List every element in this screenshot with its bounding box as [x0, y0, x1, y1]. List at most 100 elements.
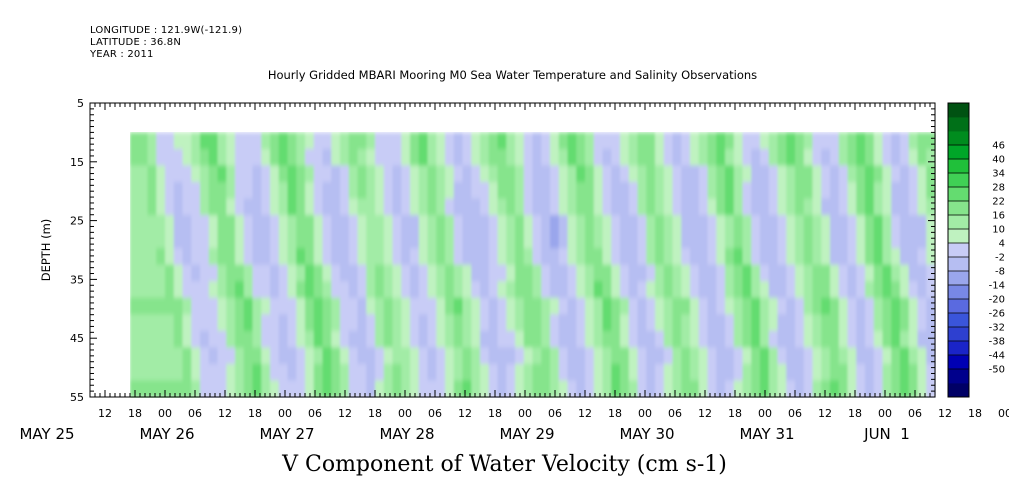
heatmap-cell — [366, 165, 376, 183]
heatmap-cell — [480, 182, 490, 200]
heatmap-cell — [453, 281, 464, 299]
heatmap-cell — [357, 148, 367, 167]
heatmap-cell — [278, 132, 289, 150]
heatmap-cell — [620, 198, 630, 216]
heatmap-cell — [891, 231, 901, 249]
heatmap-cell — [917, 281, 927, 299]
heatmap-cell — [812, 148, 822, 167]
heatmap-cell — [812, 347, 822, 365]
heatmap-cell — [235, 314, 245, 332]
heatmap-cell — [900, 281, 910, 299]
heatmap-cell — [401, 248, 411, 266]
heatmap-cell — [742, 363, 752, 382]
heatmap-cell — [410, 330, 420, 348]
heatmap-cell — [760, 215, 770, 233]
heatmap-cell — [243, 281, 254, 299]
colorbar-label: -20 — [989, 295, 1005, 306]
heatmap-cell — [217, 330, 227, 348]
heatmap-cell — [777, 248, 787, 266]
heatmap-cell — [182, 198, 192, 216]
heatmap-cell — [278, 281, 289, 299]
heatmap-cell — [252, 363, 262, 382]
heatmap-cell — [138, 148, 149, 167]
heatmap-cell — [821, 215, 831, 233]
heatmap-cell — [725, 215, 735, 233]
heatmap-cell — [278, 248, 289, 266]
heatmap-cell — [698, 330, 709, 348]
heatmap-cell — [331, 231, 341, 249]
heatmap-cell — [480, 198, 490, 216]
heatmap-cell — [445, 330, 455, 348]
heatmap-cell — [191, 380, 201, 398]
heatmap-cell — [760, 198, 770, 216]
heatmap-cell — [340, 215, 350, 233]
heatmap-cell — [795, 182, 805, 200]
heatmap-cell — [488, 314, 499, 332]
heatmap-cell — [305, 132, 315, 150]
heatmap-cell — [838, 264, 849, 282]
heatmap-cell — [900, 363, 910, 382]
heatmap-cell — [830, 248, 840, 266]
heatmap-cell — [427, 148, 437, 167]
heatmap-cell — [173, 264, 184, 282]
heatmap-cell — [296, 132, 306, 150]
heatmap-cell — [278, 297, 289, 315]
heatmap-cell — [550, 314, 560, 332]
heatmap-cell — [567, 380, 577, 398]
heatmap-cell — [383, 198, 394, 216]
heatmap-cell — [926, 182, 936, 200]
heatmap-cell — [847, 380, 857, 398]
heatmap-cell — [296, 231, 306, 249]
heatmap-cell — [733, 330, 744, 348]
heatmap-cell — [506, 165, 516, 183]
heatmap-cell — [593, 182, 604, 200]
heatmap-cell — [576, 264, 586, 282]
heatmap-cell — [917, 380, 927, 398]
heatmap-cell — [515, 380, 525, 398]
heatmap-cell — [471, 314, 481, 332]
heatmap-cell — [550, 148, 560, 167]
heatmap-cell — [165, 182, 175, 200]
heatmap-cell — [777, 198, 787, 216]
x-tick-label: 18 — [728, 407, 742, 420]
heatmap-cell — [331, 347, 341, 365]
heatmap-cell — [226, 132, 236, 150]
heatmap-cell — [576, 148, 586, 167]
heatmap-cell — [926, 215, 936, 233]
heatmap-cell — [488, 248, 499, 266]
heatmap-cell — [296, 198, 306, 216]
heatmap-cell — [418, 182, 429, 200]
heatmap-cell — [908, 314, 919, 332]
heatmap-cell — [812, 198, 822, 216]
heatmap-cell — [567, 165, 577, 183]
heatmap-cell — [418, 297, 429, 315]
x-day-label: JUN 1 — [863, 425, 910, 443]
heatmap-cell — [690, 363, 700, 382]
heatmap-cell — [305, 248, 315, 266]
heatmap-cell — [322, 297, 332, 315]
heatmap-cell — [628, 182, 639, 200]
heatmap-cell — [375, 182, 385, 200]
heatmap-cell — [208, 330, 219, 348]
heatmap-cell — [742, 314, 752, 332]
heatmap-cell — [602, 264, 612, 282]
heatmap-cell — [348, 380, 359, 398]
x-tick-label: 06 — [188, 407, 202, 420]
heatmap-cell — [156, 330, 166, 348]
heatmap-cell — [698, 314, 709, 332]
heatmap-cell — [760, 165, 770, 183]
heatmap-cell — [392, 281, 402, 299]
heatmap-cell — [270, 281, 280, 299]
heatmap-cell — [252, 182, 262, 200]
heatmap-cell — [830, 198, 840, 216]
heatmap-cell — [453, 215, 464, 233]
heatmap-cell — [243, 231, 254, 249]
heatmap-cell — [217, 347, 227, 365]
heatmap-cell — [760, 330, 770, 348]
heatmap-cell — [506, 264, 516, 282]
heatmap-cell — [270, 231, 280, 249]
heatmap-cell — [707, 182, 717, 200]
heatmap-cell — [532, 363, 542, 382]
